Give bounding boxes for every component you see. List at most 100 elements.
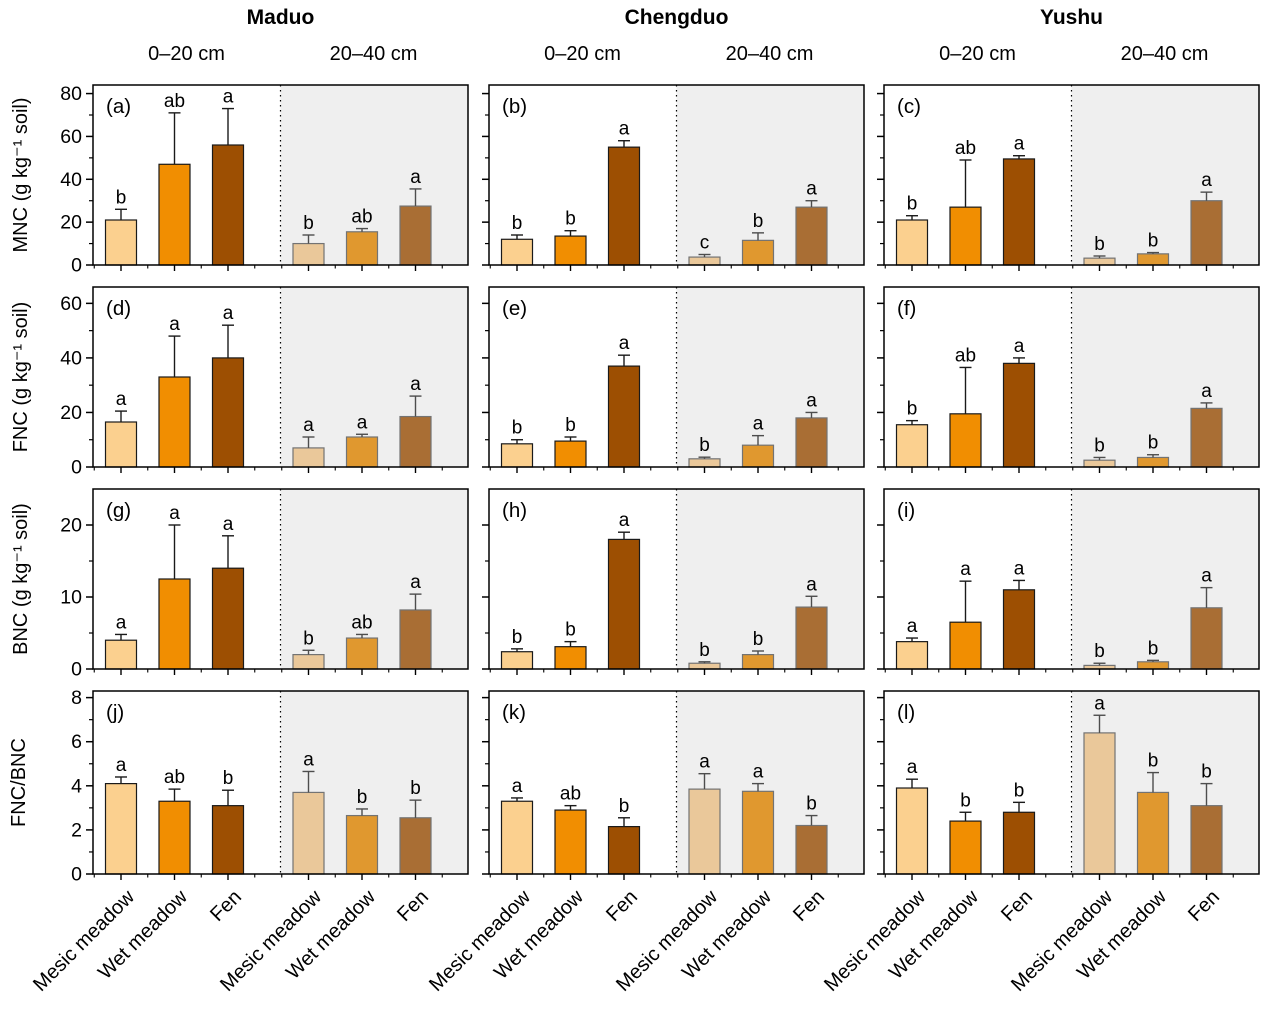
sig-letter: a <box>806 179 817 200</box>
sig-letter: b <box>357 787 368 808</box>
site-title-chengduo: Chengduo <box>624 6 729 29</box>
bar-mesic-meadow <box>292 242 325 266</box>
bar-fen <box>211 357 245 468</box>
site-title-maduo: Maduo <box>246 6 315 29</box>
bar-fen <box>1190 607 1223 670</box>
bar-mesic-meadow <box>104 639 138 670</box>
panel-letter: (i) <box>897 499 915 522</box>
panel-frame <box>883 286 1260 468</box>
sig-letter: a <box>357 412 368 433</box>
depth-label: 0–20 cm <box>939 43 1016 65</box>
shaded-depth-region <box>676 489 864 669</box>
sig-letter: b <box>1094 641 1105 662</box>
bar-mesic-meadow <box>688 788 721 875</box>
bar-mesic-meadow <box>1083 459 1116 468</box>
bar-mesic-meadow <box>104 783 138 875</box>
bar-wet-meadow <box>554 809 587 875</box>
bar-wet-meadow <box>554 235 587 266</box>
panel-letter: (d) <box>106 297 131 320</box>
depth-label: 20–40 cm <box>329 43 418 65</box>
sig-letter: b <box>960 790 971 811</box>
sig-letter: b <box>1201 762 1212 783</box>
sig-letter: a <box>907 616 918 637</box>
sig-letter: a <box>1094 693 1105 714</box>
panel-frame <box>92 84 469 266</box>
panel-letter: (g) <box>106 499 131 522</box>
y-tick-label: 10 <box>60 587 82 609</box>
sig-letter: a <box>1014 558 1025 579</box>
y-tick-label: 4 <box>71 775 82 797</box>
bar-mesic-meadow <box>292 654 325 670</box>
bar-fen <box>211 567 245 670</box>
sig-letter: ab <box>955 345 976 366</box>
sig-letter: ab <box>955 138 976 159</box>
panel-f-chart: bab ab ba(f) <box>877 286 1260 473</box>
bar-mesic-meadow <box>1083 257 1116 266</box>
sig-letter: a <box>960 559 971 580</box>
panel-e-chart: b b a b a a (e) <box>482 286 865 473</box>
sig-letter: a <box>907 757 918 778</box>
panel-frame <box>92 488 469 670</box>
y-tick-label: 2 <box>71 819 82 841</box>
panel-frame <box>883 84 1260 266</box>
sig-letter: a <box>223 87 234 108</box>
y-tick-label: 60 <box>60 126 82 148</box>
sig-letter: a <box>410 572 421 593</box>
sig-letter: a <box>1201 170 1212 191</box>
bar-fen <box>399 609 432 670</box>
sig-letter: a <box>116 389 127 410</box>
panel-frame <box>92 286 469 468</box>
sig-letter: a <box>223 514 234 535</box>
depth-label: 0–20 cm <box>148 43 225 65</box>
panel-frame <box>488 286 865 468</box>
bar-wet-meadow <box>1136 456 1170 468</box>
shaded-depth-region <box>1071 85 1259 265</box>
panel-d-chart: a a a a a a 0 20 40 60 (d) <box>60 286 469 479</box>
bar-wet-meadow <box>949 820 982 875</box>
sig-letter: b <box>699 640 710 661</box>
sig-letter: b <box>1094 435 1105 456</box>
sig-letter: a <box>116 755 127 776</box>
panel-letter: (k) <box>502 701 526 724</box>
shaded-depth-region <box>676 287 864 467</box>
sig-letter: a <box>512 776 523 797</box>
bar-wet-meadow <box>158 376 191 468</box>
panel-letter: (c) <box>897 95 921 118</box>
panel-frame <box>488 488 865 670</box>
sig-letter: b <box>753 629 764 650</box>
sig-letter: b <box>1014 780 1025 801</box>
y-tick-label: 8 <box>71 687 82 709</box>
y-tick-label: 0 <box>71 864 82 886</box>
bar-mesic-meadow <box>895 219 929 266</box>
bar-wet-meadow <box>158 578 191 670</box>
bar-wet-meadow <box>554 440 587 468</box>
sig-letter: b <box>565 209 576 230</box>
sig-letter: a <box>116 612 127 633</box>
sig-letter: b <box>907 194 918 215</box>
y-tick-label: 40 <box>60 347 82 369</box>
depth-label: 20–40 cm <box>1120 43 1209 65</box>
sig-letter: b <box>753 211 764 232</box>
bar-mesic-meadow <box>895 787 929 875</box>
bar-fen <box>399 205 432 266</box>
bar-mesic-meadow <box>1083 732 1116 875</box>
bar-wet-meadow <box>949 621 982 670</box>
bar-fen <box>1190 407 1223 468</box>
panel-letter: (l) <box>897 701 915 724</box>
sig-letter: b <box>565 415 576 436</box>
bar-mesic-meadow <box>500 800 534 875</box>
bar-wet-meadow <box>345 231 379 266</box>
bar-fen <box>211 805 245 875</box>
bar-fen <box>399 415 432 468</box>
panel-frame <box>883 488 1260 670</box>
sig-letter: c <box>700 233 710 254</box>
depth-label: 20–40 cm <box>725 43 814 65</box>
sig-letter: a <box>410 374 421 395</box>
bar-mesic-meadow <box>104 421 138 468</box>
sig-letter: b <box>565 620 576 641</box>
bar-wet-meadow <box>345 814 379 875</box>
sig-letter: b <box>512 213 523 234</box>
